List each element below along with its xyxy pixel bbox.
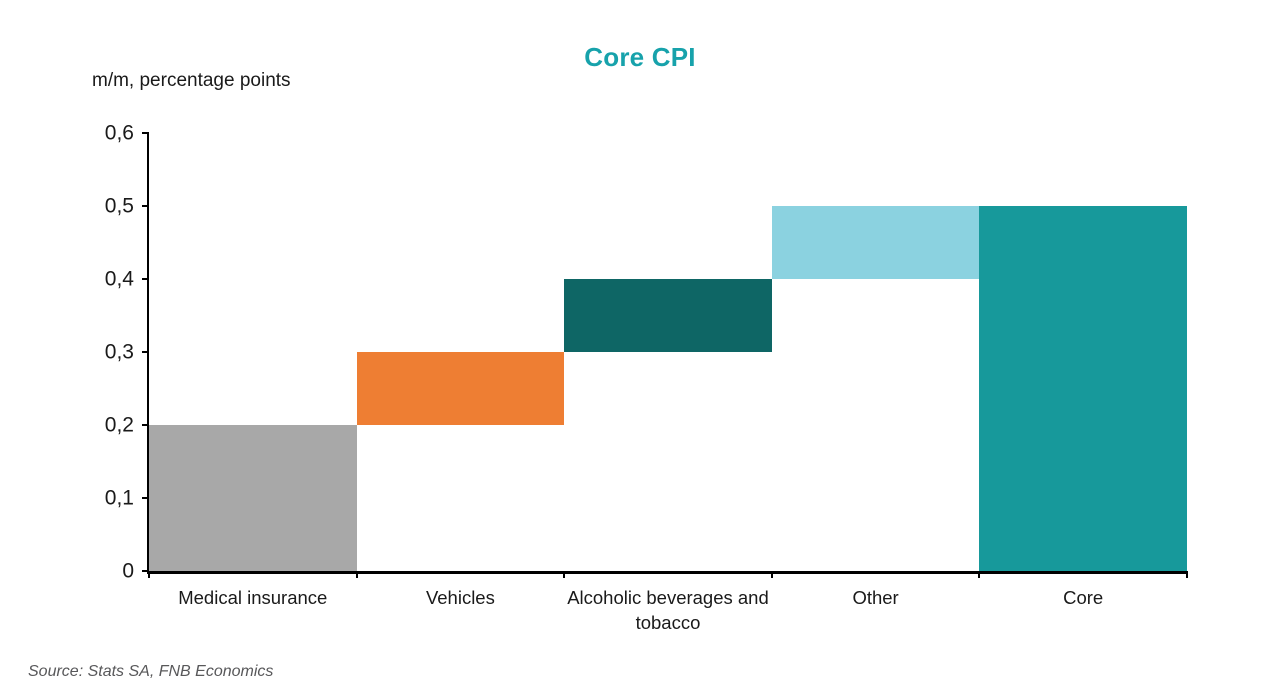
bar-core <box>979 206 1187 571</box>
x-axis-tick <box>1186 571 1188 578</box>
y-axis-tick-label: 0,6 <box>104 121 134 145</box>
bar-alcoholic-beverages-and-tobacco <box>564 279 772 352</box>
x-axis-tick <box>770 571 773 578</box>
x-axis-line <box>147 571 1187 574</box>
chart-title: Core CPI <box>584 42 696 72</box>
x-axis-tick <box>978 571 981 578</box>
y-axis-tick-label: 0,3 <box>104 340 134 364</box>
bar-medical-insurance <box>149 425 357 571</box>
x-axis-category-label: Medical insurance <box>178 587 328 608</box>
y-axis-unit-label: m/m, percentage points <box>92 70 291 91</box>
x-axis-tick <box>148 571 150 578</box>
y-axis-tick-label: 0,1 <box>104 486 134 510</box>
plot-area: 0 0,1 0,2 0,3 0,4 0,5 0,6 Medical insurance Vehi… <box>105 123 1188 633</box>
y-axis-tick <box>142 497 149 499</box>
y-axis-tick <box>142 351 149 353</box>
x-axis-tick <box>355 571 358 578</box>
y-axis-tick-label: 0 <box>122 559 134 583</box>
x-axis-category-label: Vehicles <box>425 587 495 608</box>
x-axis-tick <box>563 571 566 578</box>
y-axis-tick <box>142 570 149 572</box>
bar-other <box>771 206 980 279</box>
x-axis-category-label: Other <box>852 587 899 608</box>
x-axis-category-label: Alcoholic beverages and tobacco <box>567 587 769 633</box>
source-note: Source: Stats SA, FNB Economics <box>28 663 274 680</box>
y-axis-tick-label: 0,4 <box>104 267 134 291</box>
y-axis-tick-label: 0,2 <box>104 413 134 437</box>
y-axis-line <box>147 132 149 574</box>
y-axis-tick <box>142 132 149 134</box>
y-axis-tick <box>142 205 149 207</box>
y-axis-tick <box>142 278 149 280</box>
y-axis-tick <box>142 424 149 426</box>
bar-vehicles <box>356 352 565 425</box>
x-axis-category-label: Core <box>1063 587 1104 608</box>
y-axis-tick-label: 0,5 <box>104 194 134 218</box>
